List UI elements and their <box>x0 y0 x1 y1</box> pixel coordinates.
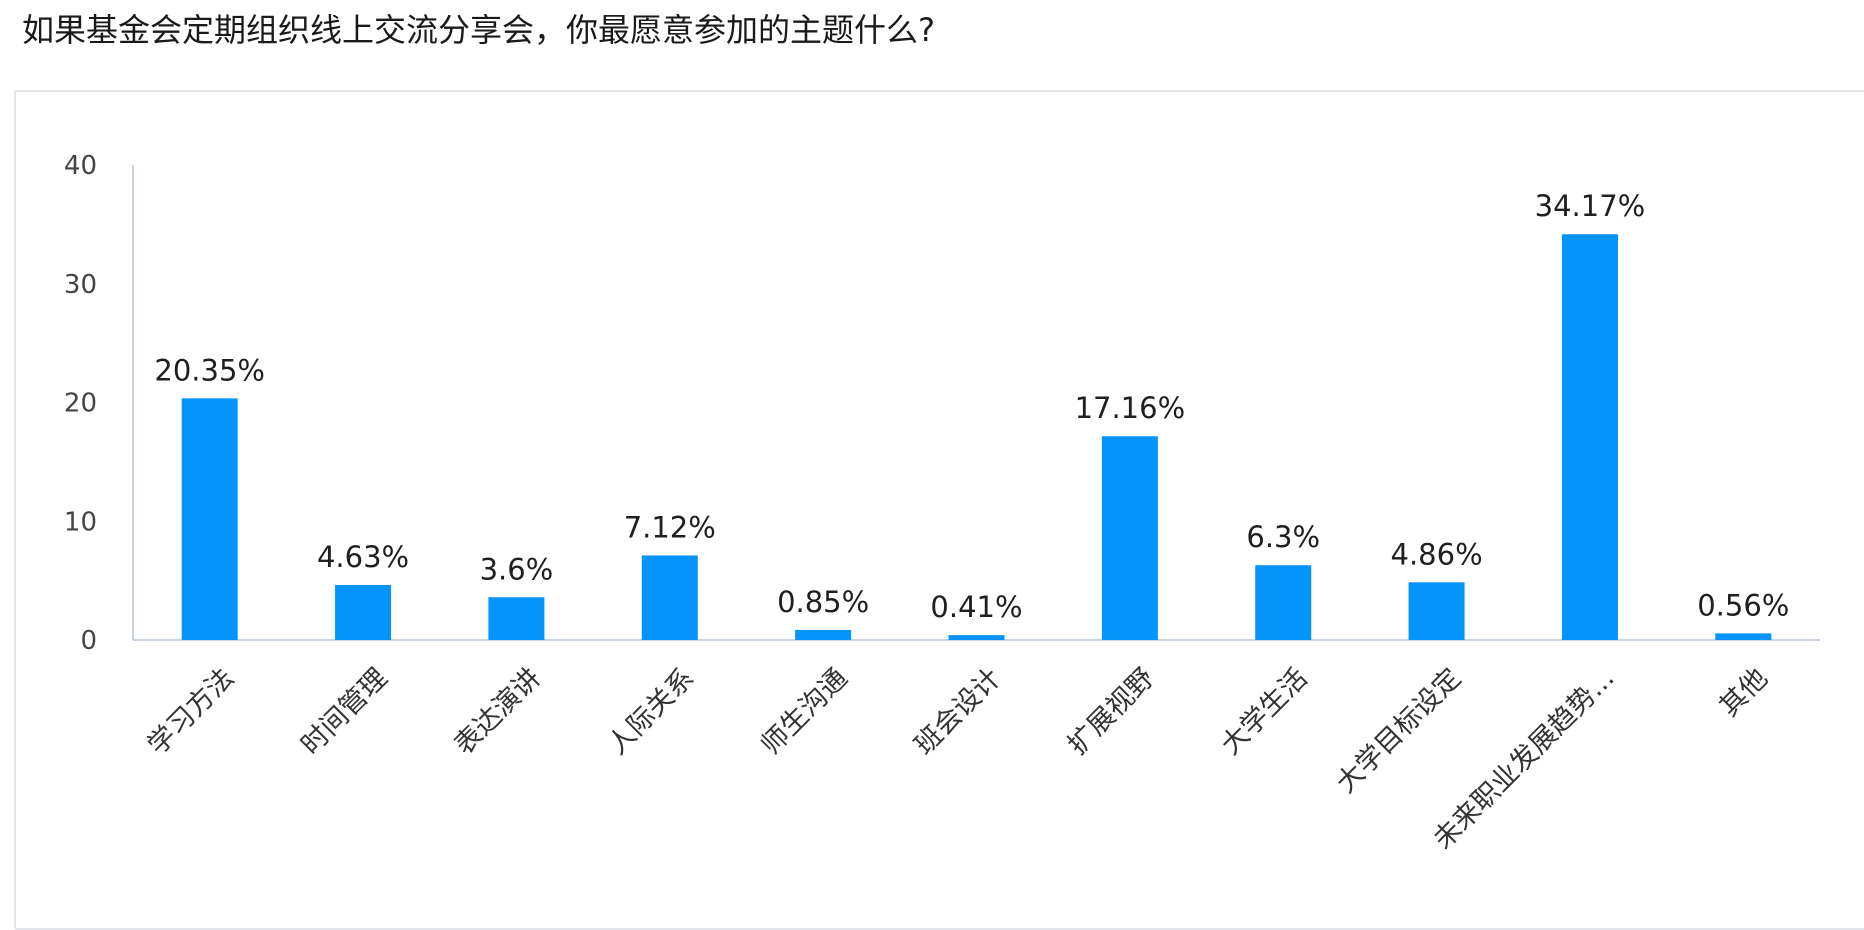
y-tick-label: 0 <box>80 626 97 656</box>
bars <box>181 234 1772 640</box>
bar <box>641 555 698 640</box>
x-category-label: 师生沟通 <box>755 663 853 761</box>
bar-value-label: 7.12% <box>624 510 716 544</box>
y-axis-ticks: 0 10 20 30 40 <box>64 151 97 656</box>
y-tick-label: 40 <box>64 151 97 181</box>
bar <box>335 585 392 640</box>
bar <box>948 635 1005 640</box>
data-labels: 20.35% 4.63% 3.6% 7.12% 0.85% 0.41% 17.16% 6.3%… <box>154 189 1789 624</box>
bar-value-label: 6.3% <box>1246 520 1320 554</box>
bar-value-label: 17.16% <box>1075 391 1186 425</box>
bar <box>488 597 545 640</box>
bar-value-label: 4.86% <box>1391 537 1483 571</box>
bar <box>1255 565 1312 640</box>
bar-value-label: 34.17% <box>1535 189 1646 223</box>
chart-panel <box>14 90 1864 930</box>
x-category-label: 班会设计 <box>909 663 1007 761</box>
bar-value-label: 0.85% <box>777 585 869 619</box>
x-category-label: 时间管理 <box>295 663 393 761</box>
x-category-label: 大学目标设定 <box>1331 663 1467 799</box>
bar-value-label: 0.41% <box>930 590 1022 624</box>
x-category-label: 大学生活 <box>1215 663 1313 761</box>
page-title: 如果基金会定期组织线上交流分享会，你最愿意参加的主题什么? <box>22 11 935 49</box>
bar <box>181 398 238 640</box>
x-category-label: 扩展视野 <box>1062 663 1160 761</box>
bar <box>1408 582 1465 640</box>
category-labels: 学习方法 时间管理 表达演讲 人际关系 师生沟通 班会设计 扩展视野 大学生活 大学目标设定未来… <box>142 663 1774 856</box>
bar <box>1715 633 1772 640</box>
bar-chart: 0 10 20 30 40 20.35% 4.63% 3.6% 7.12% 0.85% 0.41%… <box>64 151 1820 856</box>
y-tick-label: 20 <box>64 389 97 419</box>
x-category-label: 其他 <box>1714 663 1774 723</box>
bar <box>1101 436 1158 640</box>
x-category-label: 表达演讲 <box>449 663 547 761</box>
y-tick-label: 30 <box>64 270 97 300</box>
bar-value-label: 4.63% <box>317 540 409 574</box>
bar-value-label: 3.6% <box>480 552 554 586</box>
bar <box>1561 234 1618 640</box>
x-category-label: 人际关系 <box>602 663 700 761</box>
bar-value-label: 0.56% <box>1697 588 1789 622</box>
x-category-label: 学习方法 <box>142 663 240 761</box>
bar-value-label: 20.35% <box>154 353 265 387</box>
y-tick-label: 10 <box>64 507 97 537</box>
bar <box>795 629 852 640</box>
